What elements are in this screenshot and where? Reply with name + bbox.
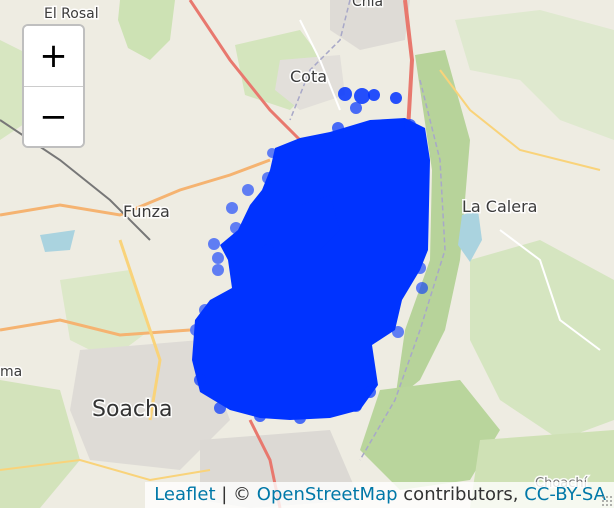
forest-area: [395, 50, 470, 400]
road: [439, 69, 601, 171]
attribution-contributors: contributors,: [403, 484, 519, 505]
leaflet-link[interactable]: Leaflet: [154, 484, 216, 505]
data-point[interactable]: [416, 282, 428, 294]
highway: [188, 0, 302, 142]
point-cluster[interactable]: [192, 118, 430, 420]
highway: [403, 0, 415, 131]
data-point[interactable]: [212, 264, 224, 276]
data-point[interactable]: [262, 244, 274, 256]
zoom-in-button[interactable]: +: [24, 26, 83, 87]
data-point[interactable]: [392, 326, 404, 338]
place-label-el-rosal: El Rosal: [44, 6, 99, 22]
urban-area: [330, 0, 410, 50]
attribution-bar: Leaflet | © OpenStreetMap contributors, …: [145, 482, 614, 508]
data-point[interactable]: [414, 262, 426, 274]
data-point[interactable]: [226, 202, 238, 214]
urban-area: [275, 55, 345, 110]
data-point[interactable]: [194, 374, 206, 386]
data-point[interactable]: [262, 172, 274, 184]
data-point[interactable]: [368, 89, 380, 101]
data-point[interactable]: [208, 238, 220, 250]
data-point[interactable]: [404, 119, 416, 131]
road: [118, 239, 162, 421]
zoom-out-button[interactable]: −: [24, 87, 83, 146]
data-point[interactable]: [390, 92, 402, 104]
boundary: [289, 0, 351, 121]
data-point[interactable]: [350, 102, 362, 114]
place-label-chia: Chía: [352, 0, 383, 10]
license-link[interactable]: CC-BY-SA: [524, 484, 606, 505]
forest-area: [455, 10, 614, 140]
data-points-layer[interactable]: [190, 87, 430, 424]
data-point[interactable]: [364, 386, 376, 398]
water-body: [40, 230, 75, 252]
place-label-funza: Funza: [123, 202, 170, 221]
forest-area: [0, 380, 80, 508]
data-point[interactable]: [338, 87, 352, 101]
place-label-cota: Cota: [290, 67, 327, 86]
place-label-partial: ma: [0, 364, 22, 380]
data-point[interactable]: [199, 304, 211, 316]
road: [299, 19, 341, 111]
data-point[interactable]: [242, 184, 254, 196]
place-label-soacha: Soacha: [92, 397, 172, 422]
data-point[interactable]: [254, 410, 266, 422]
forest-area: [470, 240, 614, 440]
resize-handle-icon[interactable]: [601, 495, 613, 507]
forest-area: [60, 270, 150, 360]
point-cluster[interactable]: [300, 195, 340, 250]
data-point[interactable]: [350, 400, 362, 412]
road: [0, 158, 271, 217]
data-point[interactable]: [190, 324, 202, 336]
place-label-la-calera: La Calera: [462, 197, 537, 216]
road: [0, 458, 211, 482]
data-point[interactable]: [212, 252, 224, 264]
data-point[interactable]: [230, 222, 242, 234]
data-point[interactable]: [323, 133, 333, 143]
boundary: [359, 79, 446, 461]
osm-link[interactable]: OpenStreetMap: [256, 484, 398, 505]
road: [0, 318, 191, 337]
data-point[interactable]: [214, 402, 226, 414]
road: [499, 229, 601, 351]
data-point[interactable]: [294, 412, 306, 424]
data-point[interactable]: [354, 88, 370, 104]
zoom-control: + −: [22, 24, 85, 148]
urban-area: [70, 340, 230, 470]
forest-area: [118, 0, 175, 60]
reservoir: [458, 210, 482, 262]
data-point[interactable]: [267, 148, 277, 158]
data-point[interactable]: [332, 122, 344, 134]
attribution-separator: | ©: [221, 484, 252, 505]
forest-area: [360, 380, 500, 490]
